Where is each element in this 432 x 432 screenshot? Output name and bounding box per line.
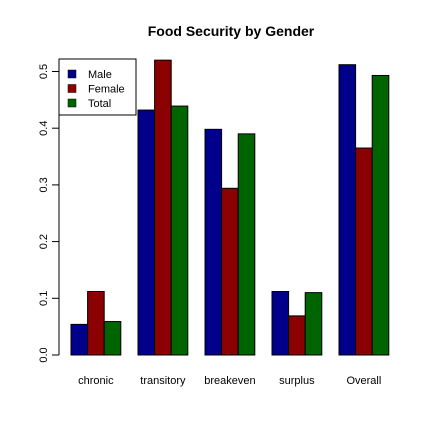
- x-tick-label: chronic: [78, 375, 114, 387]
- y-tick-label: 0.4: [38, 121, 50, 136]
- bar-total-overall: [371, 74, 390, 356]
- y-axis: 0.0 0.1 0.2 0.3 0.4 0.5: [38, 64, 60, 363]
- chart-title: Food Security by Gender: [148, 23, 315, 39]
- bar-male-overall: [338, 64, 357, 356]
- bar-total-transitory: [170, 105, 189, 356]
- bar-total-chronic: [103, 321, 122, 356]
- bar-female-transitory: [154, 59, 172, 356]
- y-tick-label: 0.2: [38, 234, 50, 249]
- bar-group: [70, 59, 390, 356]
- legend-label-total: Total: [88, 98, 111, 110]
- bar-female-breakeven: [221, 187, 239, 356]
- bar-male-transitory: [137, 109, 156, 356]
- x-tick-label: breakeven: [204, 375, 255, 387]
- legend-swatch-male: [67, 69, 77, 79]
- bar-male-chronic: [70, 323, 89, 356]
- y-tick-label: 0.3: [38, 177, 50, 192]
- x-axis-labels: chronic transitory breakeven surplus Overall: [78, 375, 381, 387]
- x-tick-label: surplus: [279, 375, 315, 387]
- bar-total-breakeven: [237, 133, 256, 356]
- bar-female-overall: [355, 147, 373, 356]
- bar-female-surplus: [288, 315, 306, 356]
- bar-male-breakeven: [204, 128, 223, 356]
- bar-total-surplus: [304, 292, 323, 356]
- y-tick-label: 0.1: [38, 291, 50, 306]
- legend: Male Female Total: [58, 58, 137, 116]
- x-tick-label: Overall: [346, 375, 381, 387]
- legend-swatch-total: [67, 98, 77, 108]
- y-tick-label: 0.5: [38, 64, 50, 79]
- x-tick-label: transitory: [140, 375, 186, 387]
- bar-male-surplus: [271, 290, 290, 356]
- legend-label-male: Male: [88, 69, 112, 81]
- y-tick-label: 0.0: [38, 347, 50, 362]
- legend-swatch-female: [67, 84, 77, 93]
- bar-female-chronic: [87, 290, 105, 356]
- legend-label-female: Female: [88, 84, 125, 96]
